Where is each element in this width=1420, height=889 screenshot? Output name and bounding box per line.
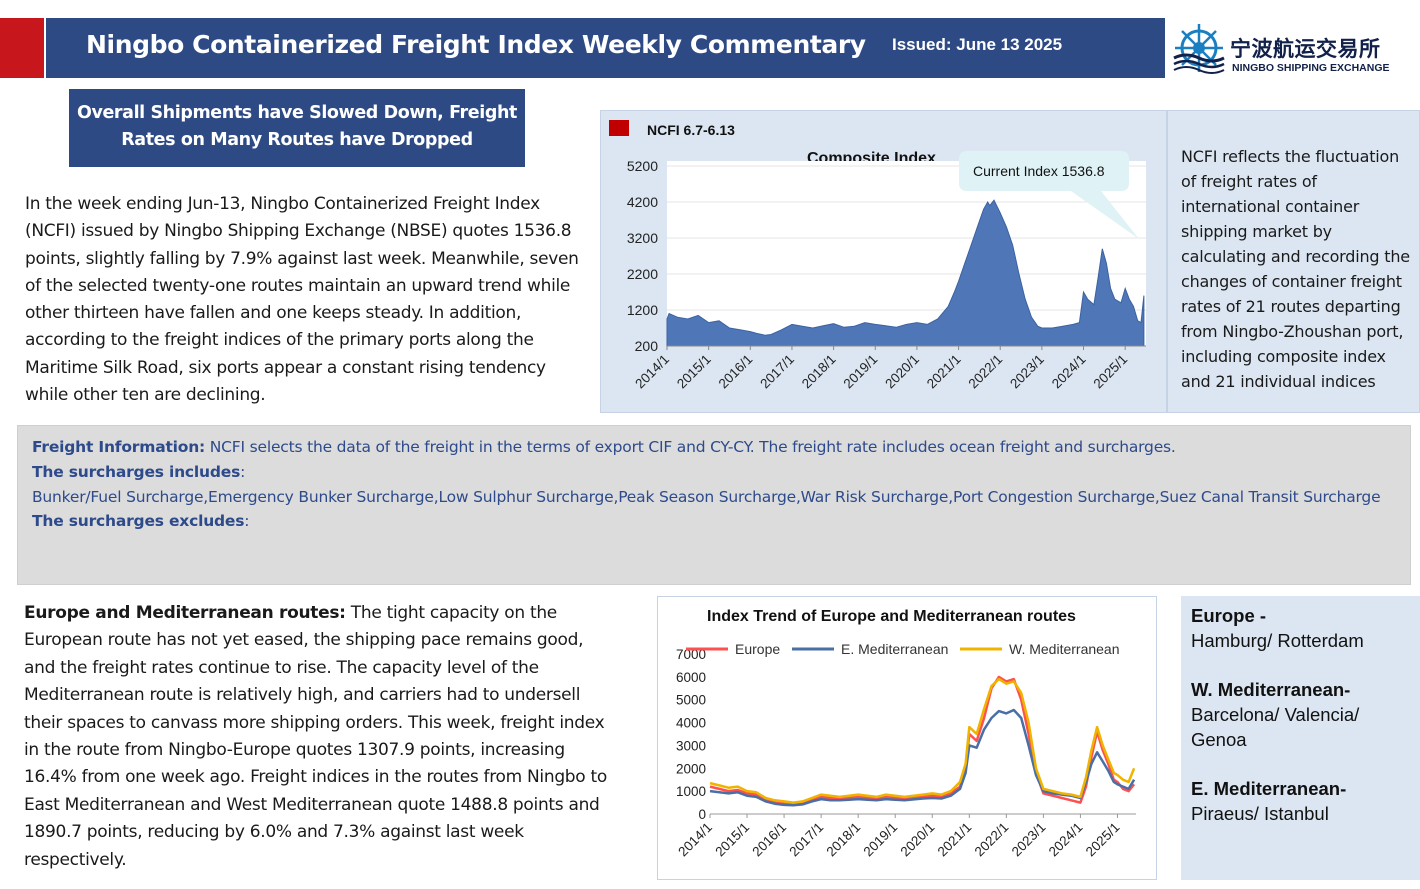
x-tick-label: 2015/1 (712, 820, 752, 860)
ship-wheel-logo-icon (1173, 24, 1225, 74)
routes-legend-panel: Europe - Hamburg/ Rotterdam W. Mediterra… (1181, 596, 1420, 880)
callout-bubble: Current Index 1536.8 (959, 151, 1139, 239)
europe-route-ports: Hamburg/ Rotterdam (1191, 630, 1364, 651)
europe-med-chart-panel: Index Trend of Europe and Mediterranean … (657, 596, 1157, 880)
routes-legend: Europe - Hamburg/ Rotterdam W. Mediterra… (1191, 603, 1419, 826)
composite-index-chart: NCFI 6.7-6.13 Composite Index 2001200220… (609, 120, 1146, 392)
headline-line-1: Overall Shipments have Slowed Down, Frei… (76, 103, 518, 123)
x-tick-label: 2020/1 (898, 820, 938, 860)
x-tick-label: 2023/1 (1009, 820, 1049, 860)
x-tick-label: 2019/1 (861, 820, 901, 860)
x-tick-label: 2025/1 (1090, 352, 1130, 392)
intro-paragraph: In the week ending Jun-13, Ningbo Contai… (25, 194, 579, 406)
emed-route-title: E. Mediterranean- (1191, 778, 1347, 799)
plot-area (667, 161, 1146, 346)
composite-area-series (666, 199, 1145, 347)
x-tick-label: 2022/1 (966, 352, 1006, 392)
x-tick-label: 2014/1 (675, 820, 715, 860)
x-tick-label: 2014/1 (632, 352, 672, 392)
headline-line-2: Rates on Many Routes have Dropped (121, 130, 473, 150)
legend-swatch (609, 120, 629, 136)
surcharges-excludes-line: The surcharges excludes: (32, 512, 250, 531)
x-tick-label: 2021/1 (935, 820, 975, 860)
europe-med-trend-chart: Index Trend of Europe and Mediterranean … (675, 608, 1136, 860)
series-line-w-mediterranean (709, 677, 1136, 804)
y-tick-label: 1000 (676, 784, 706, 799)
x-tick-label: 2020/1 (882, 352, 922, 392)
logo-chinese-text: 宁波航运交易所 (1230, 37, 1381, 61)
issued-date: Issued: June 13 2025 (892, 35, 1063, 54)
europe-med-paragraph: Europe and Mediterranean routes: The tig… (24, 600, 614, 874)
x-tick-label: 2024/1 (1046, 820, 1086, 860)
legend-label: W. Mediterranean (1009, 641, 1120, 657)
header-bar (46, 18, 1165, 78)
y-tick-label: 3000 (676, 738, 706, 753)
emed-route-ports: Piraeus/ Istanbul (1191, 803, 1329, 824)
x-tick-label: 2016/1 (716, 352, 756, 392)
series-line-europe (709, 675, 1136, 807)
chart-title: Index Trend of Europe and Mediterranean … (707, 608, 1076, 625)
y-tick-label: 2000 (676, 761, 706, 776)
ncfi-description-panel: NCFI reflects the fluctuation of freight… (1167, 110, 1420, 413)
x-tick-label: 2022/1 (972, 820, 1012, 860)
x-tick-label: 2025/1 (1083, 820, 1123, 860)
y-tick-label: 2200 (627, 266, 658, 282)
composite-chart-panel: NCFI 6.7-6.13 Composite Index 200 1200 220… (600, 110, 1167, 413)
freight-info-line: Freight Information: NCFI selects the da… (32, 435, 1392, 460)
freight-info-panel: Freight Information: NCFI selects the da… (17, 425, 1411, 585)
x-tick-label: 2024/1 (1049, 352, 1089, 392)
page-title: Ningbo Containerized Freight Index Weekl… (86, 30, 866, 59)
x-tick-label: 2018/1 (823, 820, 863, 860)
freight-info-body: NCFI selects the data of the freight in … (205, 438, 1176, 456)
y-tick-label: 7000 (676, 647, 706, 662)
x-tick-label: 2023/1 (1007, 352, 1047, 392)
europe-route-title: Europe - (1191, 605, 1267, 626)
legend-label: NCFI 6.7-6.13 (647, 122, 735, 138)
legend-label: Europe (735, 641, 780, 657)
europe-med-label: Europe and Mediterranean routes: (24, 603, 346, 623)
wmed-route-title: W. Mediterranean- (1191, 679, 1351, 700)
callout-text: Current Index 1536.8 (973, 163, 1105, 179)
x-tick-label: 2018/1 (799, 352, 839, 392)
header-red-accent (0, 18, 44, 78)
y-tick-label: 200 (635, 338, 659, 354)
x-tick-label: 2017/1 (757, 352, 797, 392)
x-tick-label: 2015/1 (674, 352, 714, 392)
exchange-logo: 宁波航运交易所 NINGBO SHIPPING EXCHANGE (1168, 18, 1413, 78)
surcharges-includes-line: The surcharges includes: (32, 462, 246, 481)
y-tick-label: 4000 (676, 716, 706, 731)
y-tick-label: 0 (698, 807, 706, 822)
europe-med-body: The tight capacity on the European route… (24, 603, 607, 870)
y-tick-label: 1200 (627, 302, 658, 318)
headline-box: Overall Shipments have Slowed Down, Frei… (69, 89, 525, 167)
freight-info-text: Freight Information: NCFI selects the da… (32, 435, 1392, 534)
y-tick-label: 5200 (627, 158, 658, 174)
surcharges-includes-list: Bunker/Fuel Surcharge,Emergency Bunker S… (32, 487, 1381, 506)
x-tick-label: 2019/1 (841, 352, 881, 392)
x-tick-label: 2017/1 (786, 820, 826, 860)
surcharges-includes-label: The surcharges includes (32, 462, 241, 481)
y-tick-label: 3200 (627, 230, 658, 246)
freight-info-label: Freight Information: (32, 438, 206, 456)
y-tick-label: 5000 (676, 693, 706, 708)
x-tick-label: 2021/1 (924, 352, 964, 392)
y-tick-label: 4200 (627, 194, 658, 210)
surcharges-excludes-label: The surcharges excludes (32, 512, 245, 531)
wmed-route-ports: Barcelona/ Valencia/ Genoa (1191, 704, 1360, 750)
logo-english-text: NINGBO SHIPPING EXCHANGE (1232, 62, 1390, 74)
legend-label: E. Mediterranean (841, 641, 948, 657)
y-tick-label: 6000 (676, 670, 706, 685)
ncfi-description: NCFI reflects the fluctuation of freight… (1181, 147, 1410, 391)
x-tick-label: 2016/1 (749, 820, 789, 860)
series-line-e-mediterranean (709, 708, 1136, 807)
